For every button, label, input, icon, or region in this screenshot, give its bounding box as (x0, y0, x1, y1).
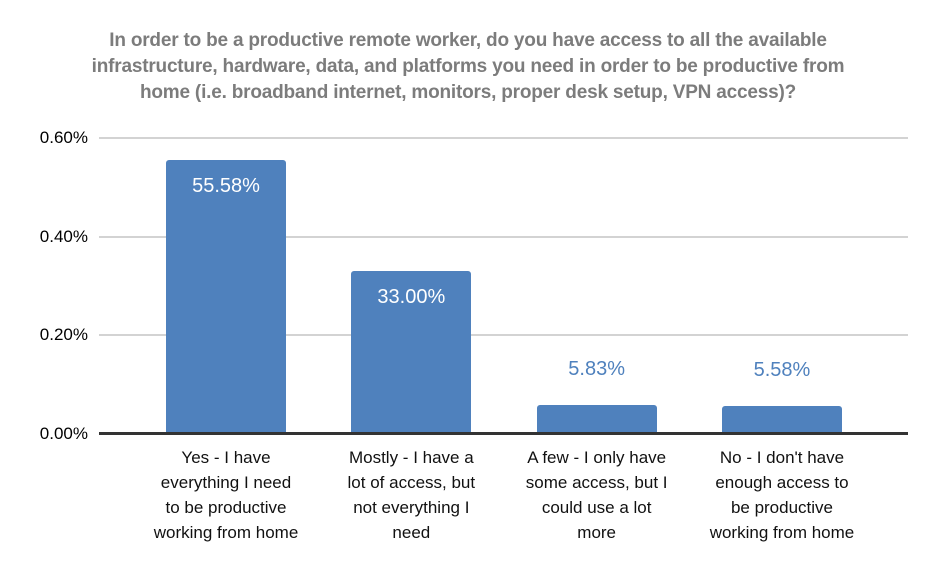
y-tick-label: 0.20% (39, 325, 88, 345)
plot-area: 55.58% 33.00% 5.83% 5.58% (99, 137, 908, 434)
gridline (99, 334, 908, 337)
bar (166, 159, 286, 434)
gridline (99, 137, 908, 139)
x-category-label: No - I don't have enough access to be pr… (709, 448, 855, 542)
x-category-label: Yes - I have everything I need to be pro… (153, 448, 299, 542)
y-tick-label: 0.60% (39, 128, 88, 147)
y-tick-label: 0.00% (39, 424, 88, 443)
y-tick-label: 0.40% (39, 226, 88, 246)
bar-value-label: 5.58% (753, 359, 811, 382)
bar (721, 406, 842, 434)
chart-title: In order to be a productive remote worke… (91, 30, 845, 103)
x-axis-line (99, 432, 908, 435)
bar (536, 405, 657, 434)
x-category-label: Mostly - I have a lot of access, but not… (347, 448, 476, 542)
bar-value-label: 55.58% (192, 174, 260, 197)
bar-value-label: 5.83% (568, 358, 626, 381)
bar (351, 271, 472, 434)
gridline (99, 235, 908, 238)
x-category-label: A few - I only have some access, but I c… (525, 448, 668, 542)
bar-value-label: 33.00% (377, 286, 446, 309)
